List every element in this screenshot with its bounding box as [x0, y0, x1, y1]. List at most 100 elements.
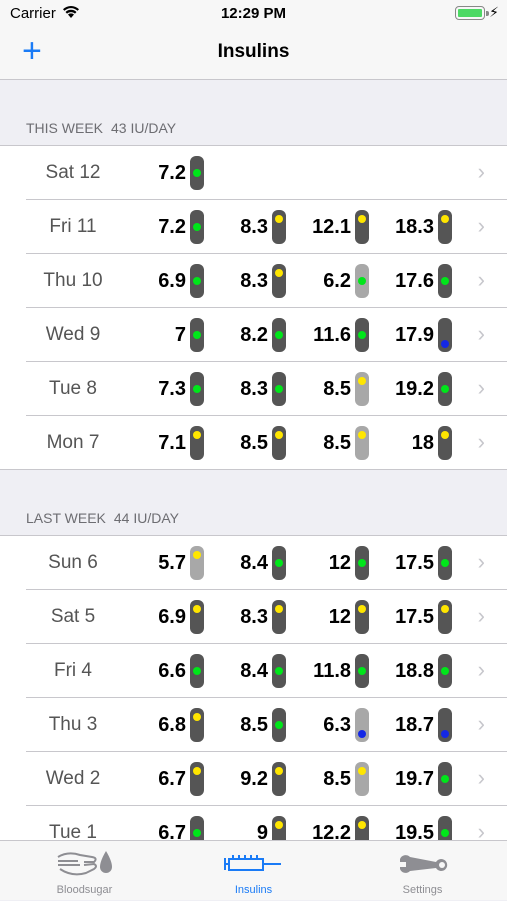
green-indicator-dot: [275, 667, 283, 675]
yellow-indicator-dot: [358, 377, 366, 385]
reading-cell: 6.2: [311, 254, 371, 308]
traffic-light-icon: [272, 600, 286, 634]
day-label: Mon 7: [46, 432, 100, 453]
page-title: Insulins: [217, 41, 290, 62]
reading-value: 8.4: [240, 660, 268, 682]
tab-bloodsugar[interactable]: Bloodsugar: [0, 841, 169, 901]
reading-cell: 7.1: [146, 416, 206, 470]
reading-cell: 7.2: [146, 146, 206, 200]
reading-cell: 8.3: [228, 590, 288, 644]
reading-value: 12: [328, 552, 351, 574]
green-indicator-dot: [358, 277, 366, 285]
yellow-indicator-dot: [275, 431, 283, 439]
yellow-indicator-dot: [275, 605, 283, 613]
traffic-light-icon: [272, 762, 286, 796]
yellow-indicator-dot: [275, 269, 283, 277]
reading-value: 17.9: [395, 324, 434, 346]
reading-value: 18.3: [395, 216, 434, 238]
yellow-indicator-dot: [193, 431, 201, 439]
reading-cell: 6.7: [146, 752, 206, 806]
yellow-indicator-dot: [193, 551, 201, 559]
chevron-right-icon: ›: [477, 267, 485, 292]
traffic-light-icon: [272, 816, 286, 840]
traffic-light-icon: [355, 426, 369, 460]
table-row[interactable]: Thu 10 6.9 8.3 6.2 17.6 ›: [0, 254, 507, 308]
green-indicator-dot: [193, 331, 201, 339]
traffic-light-icon: [438, 654, 452, 688]
reading-value: 7: [174, 324, 186, 346]
table-row[interactable]: Fri 4 6.6 8.4 11.8 18.8 ›: [0, 644, 507, 698]
yellow-indicator-dot: [441, 431, 449, 439]
table-row[interactable]: Wed 9 7 8.2 11.6 17.9 ›: [0, 308, 507, 362]
reading-cell: 17.6: [394, 254, 454, 308]
reading-cell: 8.2: [228, 308, 288, 362]
reading-cell: 19.2: [394, 362, 454, 416]
reading-value: 8.2: [240, 324, 268, 346]
reading-value: 8.5: [323, 432, 351, 454]
table-row[interactable]: Mon 7 7.1 8.5 8.5 18 ›: [0, 416, 507, 470]
traffic-light-icon: [190, 762, 204, 796]
traffic-light-icon: [438, 264, 452, 298]
reading-cell: 8.3: [228, 200, 288, 254]
table-row[interactable]: Tue 1 6.7 9 12.2 19.5 ›: [0, 806, 507, 840]
reading-value: 8.3: [240, 606, 268, 628]
green-indicator-dot: [441, 829, 449, 837]
green-indicator-dot: [358, 667, 366, 675]
reading-cell: 8.3: [228, 362, 288, 416]
table-row[interactable]: Sat 12 7.2 ›: [0, 146, 507, 200]
traffic-light-icon: [438, 426, 452, 460]
table-row[interactable]: Thu 3 6.8 8.5 6.3 18.7 ›: [0, 698, 507, 752]
reading-cell: 17.9: [394, 308, 454, 362]
chevron-right-icon: ›: [477, 321, 485, 346]
tab-insulins[interactable]: Insulins: [169, 841, 338, 901]
day-label: Wed 9: [45, 324, 101, 345]
reading-value: 5.7: [158, 552, 186, 574]
table-row[interactable]: Sun 6 5.7 8.4 12 17.5 ›: [0, 536, 507, 590]
reading-value: 8.5: [323, 768, 351, 790]
reading-cell: 18.7: [394, 698, 454, 752]
reading-cell: 8.4: [228, 536, 288, 590]
table-row[interactable]: Wed 2 6.7 9.2 8.5 19.7 ›: [0, 752, 507, 806]
traffic-light-icon: [190, 600, 204, 634]
reading-cell: 12: [311, 536, 371, 590]
reading-value: 18: [411, 432, 434, 454]
reading-value: 6.2: [323, 270, 351, 292]
yellow-indicator-dot: [358, 605, 366, 613]
table-row[interactable]: Tue 8 7.3 8.3 8.5 19.2 ›: [0, 362, 507, 416]
traffic-light-icon: [272, 708, 286, 742]
reading-cell: 9.2: [228, 752, 288, 806]
table-row[interactable]: Sat 5 6.9 8.3 12 17.5 ›: [0, 590, 507, 644]
tab-settings[interactable]: Settings: [338, 841, 507, 901]
wifi-icon: [62, 5, 80, 23]
reading-value: 6.3: [323, 714, 351, 736]
day-label: Thu 10: [43, 270, 103, 291]
reading-value: 9: [256, 822, 268, 840]
blue-indicator-dot: [441, 730, 449, 738]
reading-value: 18.7: [395, 714, 434, 736]
reading-value: 8.3: [240, 270, 268, 292]
add-button[interactable]: +: [22, 32, 42, 70]
traffic-light-icon: [438, 708, 452, 742]
reading-value: 8.5: [240, 714, 268, 736]
green-indicator-dot: [193, 829, 201, 837]
traffic-light-icon: [355, 762, 369, 796]
reading-cell: 9: [228, 806, 288, 840]
reading-cell: 19.7: [394, 752, 454, 806]
reading-value: 9.2: [240, 768, 268, 790]
green-indicator-dot: [358, 559, 366, 567]
yellow-indicator-dot: [441, 605, 449, 613]
tab-bar: Bloodsugar Insulins Settings: [0, 840, 507, 900]
reading-value: 7.3: [158, 378, 186, 400]
traffic-light-icon: [355, 600, 369, 634]
yellow-indicator-dot: [358, 215, 366, 223]
reading-cell: 6.9: [146, 590, 206, 644]
day-label: Sun 6: [48, 552, 98, 573]
chevron-right-icon: ›: [477, 159, 485, 184]
table-row[interactable]: Fri 11 7.2 8.3 12.1 18.3 ›: [0, 200, 507, 254]
reading-value: 6.7: [158, 768, 186, 790]
traffic-light-icon: [190, 372, 204, 406]
traffic-light-icon: [355, 816, 369, 840]
insulin-table[interactable]: THIS WEEK 43 IU/DAY Sat 12 7.2 › Fri 11 7.2 8.3…: [0, 80, 507, 840]
reading-cell: 7: [146, 308, 206, 362]
green-indicator-dot: [275, 331, 283, 339]
